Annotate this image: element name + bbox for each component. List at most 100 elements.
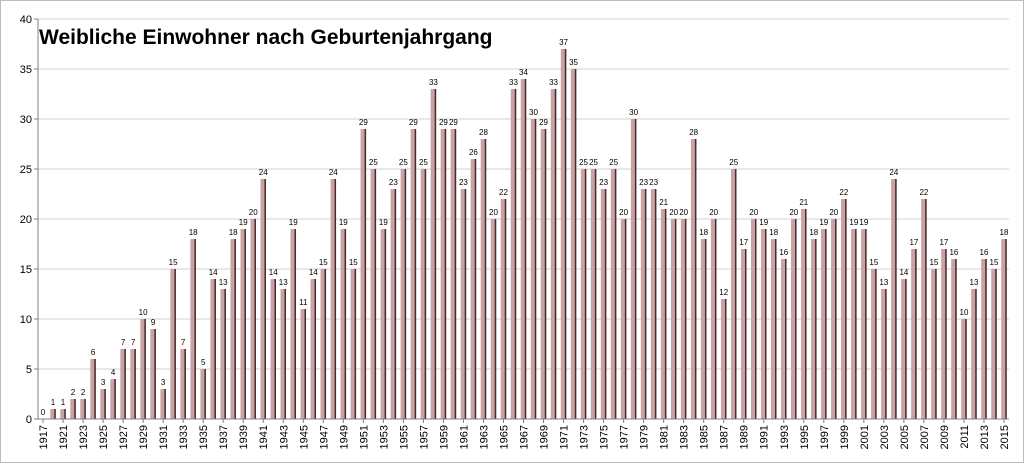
bar (730, 169, 737, 419)
bar-shade (995, 269, 997, 419)
bar (821, 229, 827, 419)
bar (410, 129, 417, 419)
bar (680, 219, 687, 419)
data-label: 29 (409, 118, 418, 127)
data-label: 5 (201, 358, 206, 367)
x-tick-label: 1981 (659, 425, 671, 449)
data-label: 23 (389, 178, 398, 187)
bar (250, 219, 256, 419)
data-label: 15 (929, 258, 938, 267)
data-label: 21 (799, 198, 808, 207)
bar-shade (464, 189, 467, 419)
bar (620, 219, 627, 419)
bar (450, 129, 457, 419)
bar (540, 129, 547, 419)
x-tick-label: 1921 (58, 425, 70, 449)
bar-shade (724, 299, 727, 419)
data-label: 21 (659, 198, 668, 207)
bar-shade (765, 229, 767, 419)
bar (190, 239, 196, 419)
bar (150, 329, 156, 419)
bar-shade (594, 169, 597, 419)
bar-shade (704, 239, 707, 419)
x-tick-label: 1931 (158, 425, 170, 449)
data-label: 23 (599, 178, 608, 187)
x-tick-label: 1923 (78, 425, 90, 449)
bar (580, 169, 587, 419)
x-tick-label: 1961 (458, 425, 470, 449)
bar-shade (214, 279, 216, 419)
bar (570, 69, 577, 419)
data-label: 35 (569, 58, 578, 67)
bar-shade (694, 139, 697, 419)
data-label: 1 (51, 398, 56, 407)
bar-shade (955, 259, 957, 419)
bar (660, 209, 667, 419)
data-label: 22 (919, 188, 928, 197)
bar-shade (634, 119, 637, 419)
bar-shade (424, 169, 427, 419)
data-label: 23 (649, 178, 658, 187)
data-label: 17 (739, 238, 748, 247)
x-tick-label: 1925 (98, 425, 110, 449)
y-tick-label: 25 (20, 164, 32, 176)
x-tick-label: 2005 (899, 425, 911, 449)
bar (891, 179, 897, 419)
bar (700, 239, 707, 419)
bar-shade (855, 229, 857, 419)
x-tick-label: 1973 (579, 425, 591, 449)
bar-shade (805, 209, 807, 419)
bar-shade (54, 409, 56, 419)
bar-shade (875, 269, 877, 419)
bar-shade (454, 129, 457, 419)
x-tick-label: 1969 (539, 425, 551, 449)
bar (961, 319, 967, 419)
x-tick-label: 1983 (679, 425, 691, 449)
bar (130, 349, 136, 419)
data-label: 19 (239, 218, 248, 227)
x-tick-label: 2013 (979, 425, 991, 449)
x-tick-label: 1985 (699, 425, 711, 449)
data-label: 17 (939, 238, 948, 247)
data-label: 10 (960, 308, 969, 317)
data-label: 2 (81, 388, 86, 397)
x-tick-label: 1939 (238, 425, 250, 449)
data-label: 16 (980, 248, 989, 257)
data-label: 29 (449, 118, 458, 127)
bar-shade (444, 129, 447, 419)
y-tick-label: 10 (20, 314, 32, 326)
data-label: 4 (111, 368, 116, 377)
bar (430, 89, 437, 419)
bar (670, 219, 677, 419)
data-label: 13 (879, 278, 888, 287)
data-label: 19 (379, 218, 388, 227)
bar-shade (194, 239, 196, 419)
x-tick-label: 1999 (839, 425, 851, 449)
bar-shade (164, 389, 166, 419)
bar-shade (604, 189, 607, 419)
bar (650, 189, 657, 419)
bar-shade (885, 289, 887, 419)
bar-shade (544, 129, 547, 419)
x-tick-label: 1959 (438, 425, 450, 449)
y-tick-label: 15 (20, 264, 32, 276)
bar-shade (354, 269, 357, 419)
bar-shade (434, 89, 437, 419)
bar-shade (795, 219, 797, 419)
bar-shade (534, 119, 537, 419)
x-tick-label: 1979 (639, 425, 651, 449)
data-label: 9 (151, 318, 156, 327)
bar (851, 229, 857, 419)
bar-shade (935, 269, 937, 419)
bar (470, 159, 477, 419)
data-label: 19 (289, 218, 298, 227)
bar (490, 219, 497, 419)
bar-shade (925, 199, 927, 419)
bar (610, 169, 617, 419)
data-label: 25 (399, 158, 408, 167)
data-label: 7 (181, 338, 186, 347)
bar-shade (674, 219, 677, 419)
bar-shade (965, 319, 967, 419)
bar (310, 279, 317, 419)
bar (370, 169, 377, 419)
